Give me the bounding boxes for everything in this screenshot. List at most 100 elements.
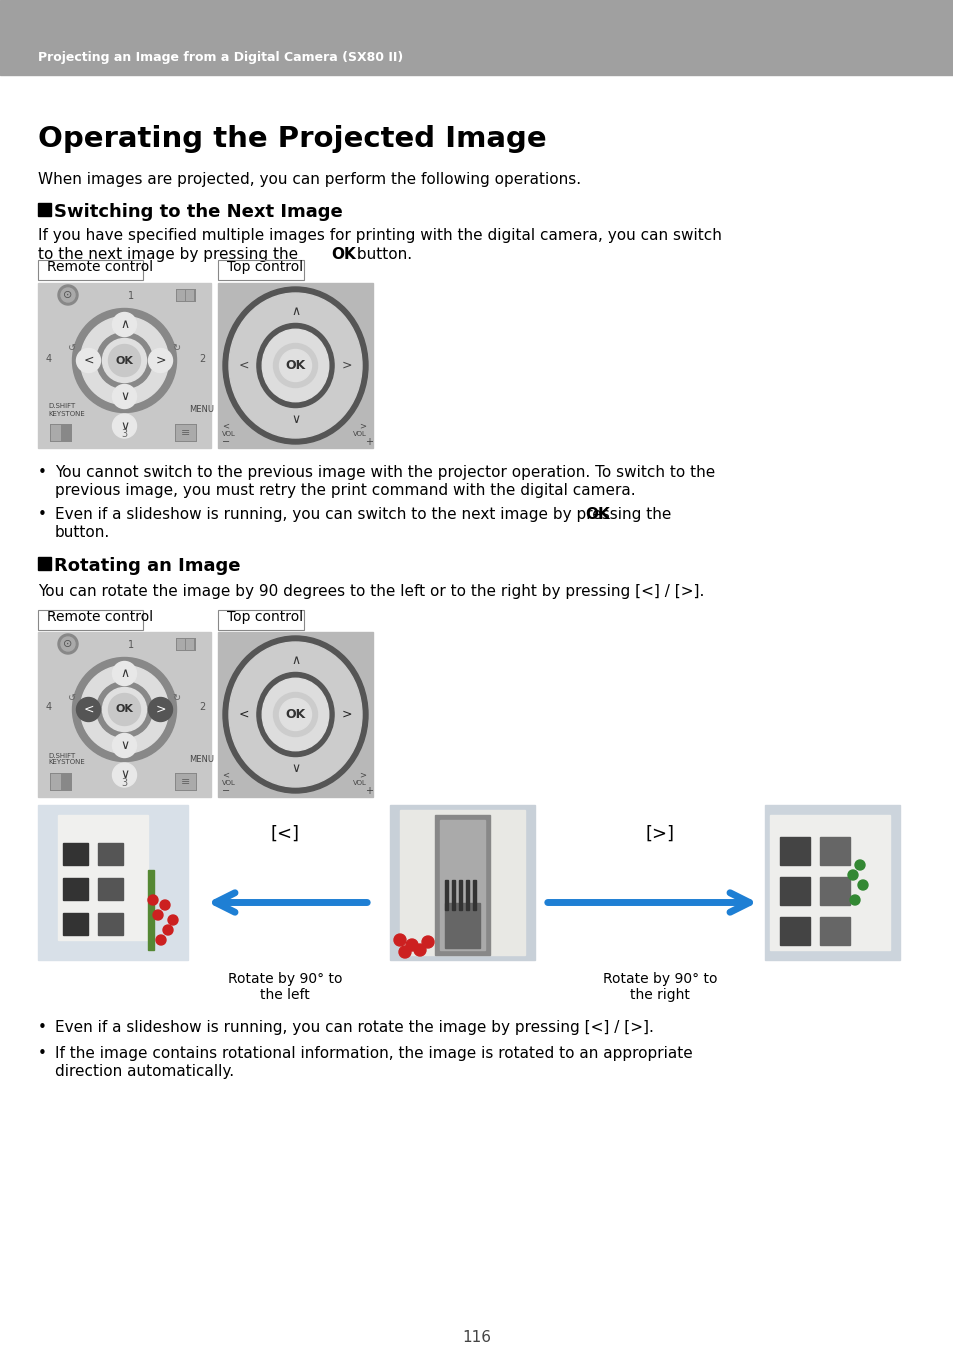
Circle shape — [109, 345, 140, 376]
Text: OK: OK — [115, 356, 133, 365]
Text: 2: 2 — [199, 353, 205, 364]
Circle shape — [148, 895, 158, 904]
Circle shape — [414, 944, 426, 956]
Text: >: > — [342, 708, 353, 721]
Text: D.SHIFT
KEYSTONE: D.SHIFT KEYSTONE — [48, 403, 85, 416]
Bar — [769, 815, 889, 950]
Text: 1: 1 — [128, 639, 133, 650]
Bar — [175, 289, 195, 301]
Bar — [399, 810, 524, 955]
Circle shape — [109, 694, 140, 726]
Ellipse shape — [256, 323, 334, 407]
Text: ↺: ↺ — [69, 692, 76, 703]
Bar — [390, 804, 535, 960]
Text: Operating the Projected Image: Operating the Projected Image — [38, 124, 546, 153]
Circle shape — [112, 312, 136, 337]
Text: Even if a slideshow is running, you can switch to the next image by pressing the: Even if a slideshow is running, you can … — [55, 507, 676, 522]
Bar — [186, 289, 193, 301]
Text: 1: 1 — [128, 291, 133, 301]
Text: Rotate by 90° to: Rotate by 90° to — [602, 972, 717, 986]
Bar — [51, 773, 61, 790]
Text: ∧: ∧ — [120, 318, 129, 331]
Text: OK: OK — [285, 708, 305, 721]
Bar — [38, 283, 211, 448]
Text: ∨: ∨ — [120, 389, 129, 403]
Text: MENU: MENU — [189, 754, 213, 764]
Text: >: > — [155, 703, 166, 717]
Text: button.: button. — [352, 247, 412, 262]
Bar — [98, 877, 123, 900]
Circle shape — [72, 657, 176, 761]
Text: MENU: MENU — [189, 406, 213, 415]
Circle shape — [102, 338, 147, 383]
Text: 4: 4 — [46, 703, 52, 713]
Bar — [458, 880, 461, 910]
Text: You cannot switch to the previous image with the projector operation. To switch : You cannot switch to the previous image … — [55, 465, 715, 480]
Text: VOL: VOL — [353, 431, 367, 437]
Text: <: < — [238, 360, 249, 372]
Bar — [38, 260, 143, 280]
Text: 116: 116 — [462, 1330, 491, 1345]
Text: −: − — [222, 437, 230, 448]
Text: [<]: [<] — [271, 825, 299, 844]
Circle shape — [61, 288, 75, 301]
Text: OK: OK — [115, 704, 133, 714]
Ellipse shape — [262, 679, 329, 750]
Text: Rotate by 90° to: Rotate by 90° to — [228, 972, 342, 986]
Text: Rotating an Image: Rotating an Image — [54, 557, 240, 575]
Bar — [174, 773, 196, 791]
Text: •: • — [38, 1019, 47, 1036]
Bar — [780, 877, 809, 904]
Text: ∧: ∧ — [291, 653, 300, 667]
Bar — [175, 638, 195, 652]
Text: Remote control: Remote control — [47, 610, 153, 625]
Text: OK: OK — [331, 247, 355, 262]
Bar — [444, 880, 448, 910]
Text: 3: 3 — [121, 429, 128, 439]
Text: <: < — [83, 354, 93, 366]
Bar — [175, 773, 195, 790]
Bar — [473, 880, 476, 910]
Ellipse shape — [223, 635, 368, 794]
Bar — [435, 815, 490, 955]
Circle shape — [76, 349, 100, 373]
Circle shape — [406, 940, 417, 950]
Circle shape — [849, 895, 859, 904]
Bar — [820, 917, 849, 945]
Circle shape — [163, 925, 172, 936]
Text: 2: 2 — [199, 703, 205, 713]
Text: ∨: ∨ — [120, 419, 129, 433]
Text: If you have specified multiple images for printing with the digital camera, you : If you have specified multiple images fo… — [38, 228, 721, 243]
Circle shape — [96, 681, 152, 737]
Text: 4: 4 — [46, 353, 52, 364]
Text: button.: button. — [55, 525, 111, 539]
Bar — [780, 837, 809, 865]
Text: ⊙: ⊙ — [63, 289, 72, 300]
Text: <: < — [222, 771, 229, 780]
Ellipse shape — [256, 672, 334, 757]
Ellipse shape — [262, 330, 329, 402]
Bar — [38, 631, 211, 796]
Bar — [764, 804, 899, 960]
Text: •: • — [38, 1046, 47, 1061]
Bar — [63, 844, 88, 865]
Circle shape — [80, 316, 169, 404]
Text: >: > — [155, 354, 166, 366]
Text: −: − — [222, 786, 230, 796]
Text: Even if a slideshow is running, you can rotate the image by pressing [<] / [>].: Even if a slideshow is running, you can … — [55, 1019, 653, 1036]
Bar — [98, 844, 123, 865]
Text: to the next image by pressing the: to the next image by pressing the — [38, 247, 303, 262]
Text: ≡: ≡ — [181, 777, 191, 787]
Circle shape — [58, 285, 78, 306]
Text: previous image, you must retry the print command with the digital camera.: previous image, you must retry the print… — [55, 483, 635, 498]
Bar — [820, 877, 849, 904]
Circle shape — [168, 915, 178, 925]
Circle shape — [58, 634, 78, 654]
Text: When images are projected, you can perform the following operations.: When images are projected, you can perfo… — [38, 172, 580, 187]
Ellipse shape — [229, 293, 361, 438]
Circle shape — [854, 860, 864, 869]
Text: >: > — [358, 422, 366, 430]
Bar — [465, 880, 469, 910]
Circle shape — [149, 349, 172, 373]
Text: VOL: VOL — [353, 780, 367, 786]
